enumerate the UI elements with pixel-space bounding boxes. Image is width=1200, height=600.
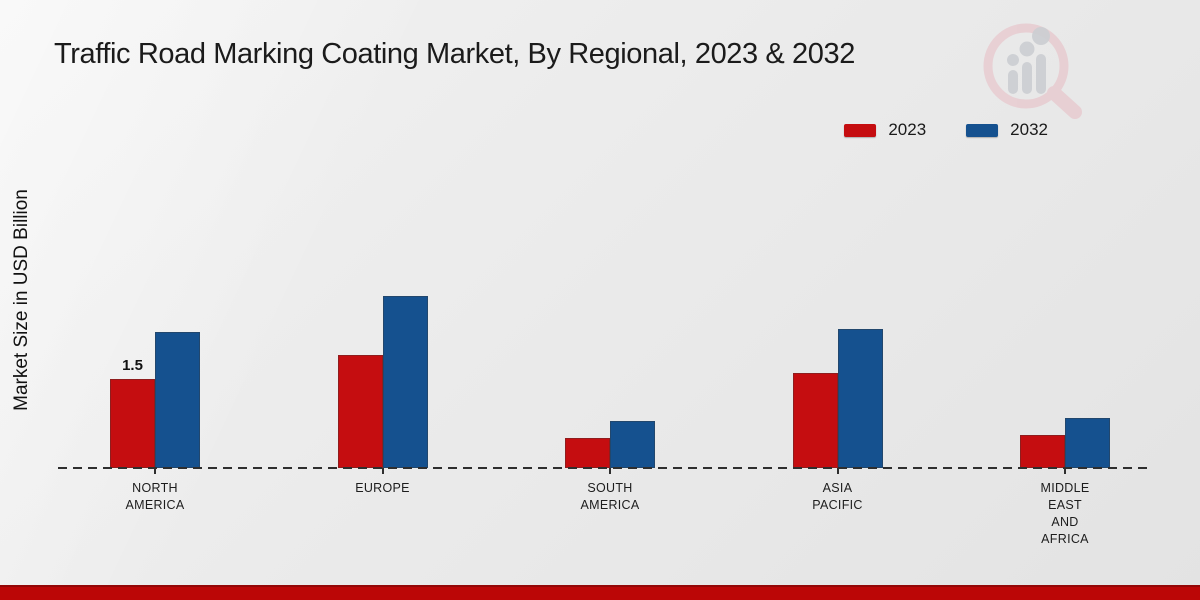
- x-axis-label-asia-pacific: ASIA PACIFIC: [812, 481, 863, 512]
- legend-item-2023: 2023: [844, 120, 926, 140]
- legend-swatch-2023: [844, 123, 877, 137]
- legend-label: 2023: [888, 120, 927, 139]
- x-axis-label-europe: EUROPE: [355, 481, 410, 495]
- legend-item-2032: 2032: [966, 120, 1048, 140]
- bar-2023-asia-pacific: [792, 373, 838, 468]
- x-axis-tick-asia-pacific: [836, 468, 839, 474]
- bar-2032-asia-pacific: [837, 329, 883, 468]
- bar-2032-middle-east-and-africa: [1065, 418, 1110, 468]
- bar-2032-south-america: [610, 421, 655, 468]
- bar-2032-europe: [382, 296, 428, 468]
- x-axis-label-south-america: SOUTH AMERICA: [580, 481, 640, 512]
- x-axis-tick-middle-east-and-africa: [1064, 468, 1066, 474]
- x-axis-tick-south-america: [609, 468, 611, 474]
- x-axis-baseline: [58, 467, 1148, 469]
- bar-2032-north-america: [155, 332, 200, 468]
- legend-label: 2032: [1010, 120, 1048, 139]
- x-axis-label-north-america: NORTH AMERICA: [125, 481, 185, 512]
- brand-logo-icon: [983, 23, 1082, 119]
- legend: 2023 2032: [844, 120, 1048, 140]
- bar-2023-middle-east-and-africa: [1020, 435, 1065, 468]
- x-axis-tick-north-america: [154, 468, 156, 474]
- x-axis-label-middle-east-and-africa: MIDDLE EAST AND AFRICA: [1040, 481, 1090, 546]
- bar-value-label-2023-north-america: 1.5: [122, 357, 143, 374]
- bar-2023-europe: [337, 355, 383, 468]
- x-axis-tick-europe: [381, 468, 384, 474]
- bar-2023-north-america: [110, 379, 155, 468]
- page-title: Traffic Road Marking Coating Market, By …: [54, 38, 855, 70]
- bar-2023-south-america: [565, 438, 610, 468]
- legend-swatch-2032: [966, 123, 999, 137]
- footer-accent-bar: [0, 585, 1200, 600]
